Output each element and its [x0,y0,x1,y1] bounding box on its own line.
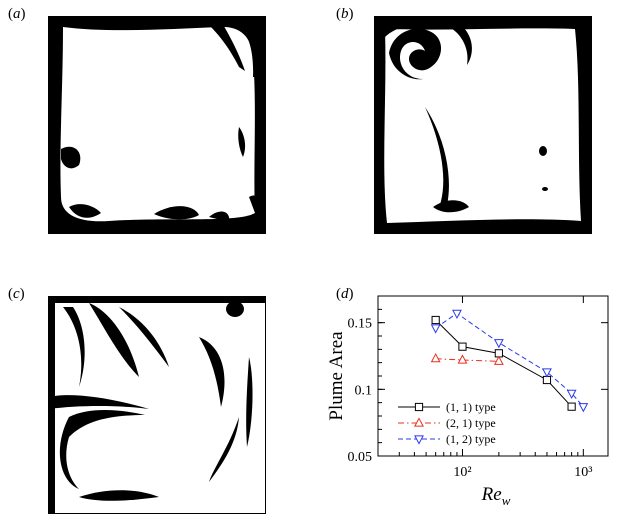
series-line-3 [435,312,584,407]
panel-a-paren-open: ( [8,6,13,22]
data-point-series-3 [430,324,441,334]
data-point-series-1 [458,342,467,351]
x-tick-label: 10² [453,465,471,480]
x-axis-title: Rew [481,484,511,508]
panel-a-label: (a) [8,6,26,23]
data-point-series-3 [566,389,577,399]
data-point-series-3 [542,368,552,378]
y-axis-title: Plume Area [326,331,347,421]
series-lines [435,312,584,408]
data-point-series-2 [493,355,504,365]
legend-label-3: (1, 2) type [446,432,496,446]
panel-d-label: (d) [336,286,354,303]
panel-d-paren-open: ( [336,286,341,302]
legend-marker-1 [414,402,424,412]
panel-b-paren-open: ( [336,6,341,22]
x-axis-title-sub: w [502,493,511,508]
plume-pattern-b [375,17,591,233]
plume-pattern-a [49,17,265,233]
data-point-series-2 [457,354,468,364]
y-tick-label: 0.1 [355,383,373,398]
plume-snapshot-a [48,16,266,234]
x-tick-label: 10³ [574,465,592,480]
panel-a-paren-close: ) [20,6,26,22]
y-tick-label: 0.15 [348,317,373,332]
data-point-series-3 [452,309,462,319]
panel-b-label: (b) [336,6,354,23]
data-point-series-1 [567,402,576,411]
y-tick-label: 0.05 [348,450,373,465]
data-point-series-2 [430,353,441,363]
panel-d-paren-close: ) [348,286,354,302]
plume-snapshot-b [374,16,592,234]
plume-snapshot-c [48,296,266,514]
series-markers [430,309,589,413]
panel-d-letter: d [341,286,349,302]
axis-ticks: 0.05 0.1 0.15 10² 10³ [348,296,608,480]
legend: (1, 1) type (2, 1) type (1, 2) type [398,400,496,446]
legend-label-1: (1, 1) type [446,400,496,414]
plume-area-chart: 0.05 0.1 0.15 10² 10³ Plume Area Rew (1, 1) … [326,295,609,508]
series-line-1 [435,319,572,408]
panel-b-letter: b [341,6,349,22]
x-axis-title-main: Re [481,484,502,505]
data-point-series-3 [493,339,504,349]
plume-pattern-c [49,297,265,513]
panel-a-letter: a [13,6,21,22]
panel-c-label: (c) [8,286,25,303]
data-point-series-3 [578,403,589,413]
panel-c-paren-open: ( [8,286,13,302]
legend-marker-2 [414,417,424,427]
series-line-2 [435,358,499,362]
panel-b-paren-close: ) [348,6,354,22]
legend-label-2: (2, 1) type [446,416,496,430]
panel-c-paren-close: ) [19,286,25,302]
data-point-series-1 [431,315,440,325]
legend-marker-3 [414,435,424,445]
panel-c-letter: c [13,286,20,302]
